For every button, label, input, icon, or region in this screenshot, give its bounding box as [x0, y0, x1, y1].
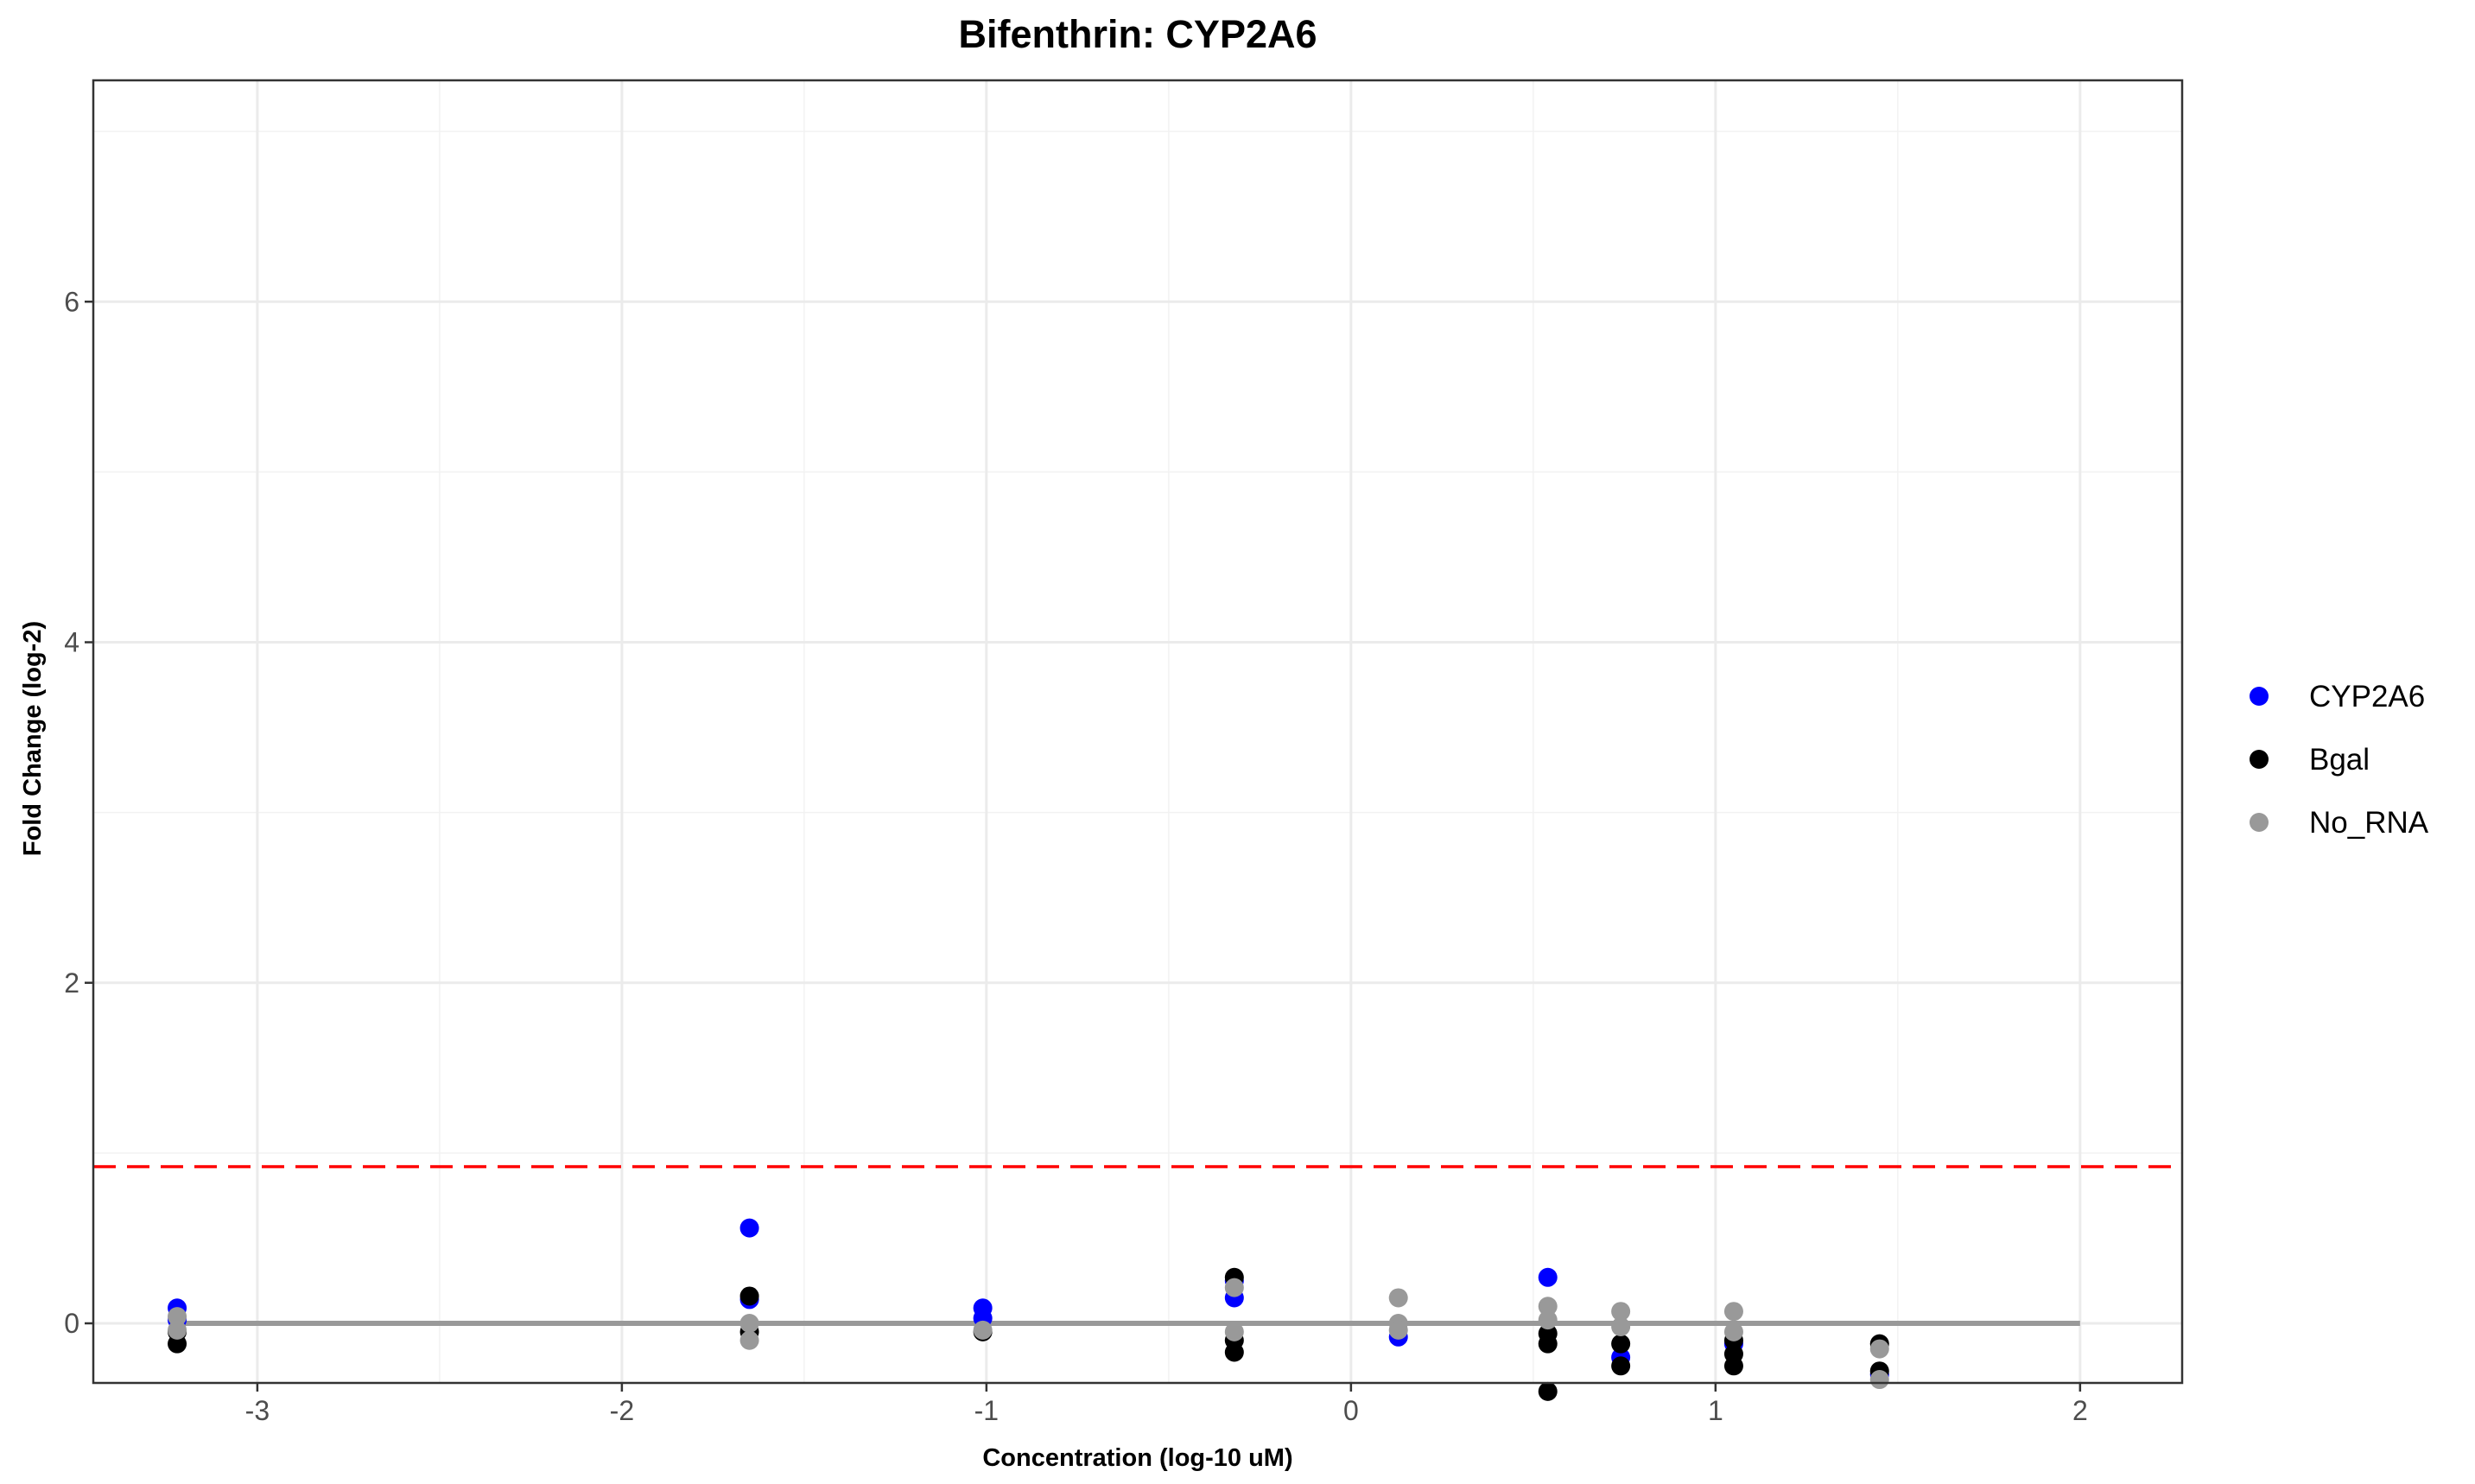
legend-label: Bgal [2309, 743, 2370, 777]
legend-item-bgal: Bgal [2250, 743, 2370, 777]
x-tick-label: 2 [2072, 1395, 2088, 1426]
legend-swatch [2250, 687, 2269, 706]
y-tick-label: 6 [64, 286, 79, 317]
data-point [1388, 1288, 1408, 1308]
series-no_rna [168, 1278, 1889, 1390]
legend-swatch [2250, 813, 2269, 832]
data-point [1611, 1356, 1631, 1376]
legend-item-cyp2a6: CYP2A6 [2250, 680, 2425, 713]
data-point [973, 1320, 993, 1340]
series-cyp2a6 [168, 1218, 1889, 1385]
series-bgal [168, 1267, 1889, 1401]
data-point [1538, 1267, 1558, 1287]
data-point [739, 1330, 759, 1350]
y-axis-title: Fold Change (log-2) [19, 621, 47, 856]
data-point [1723, 1302, 1743, 1322]
axes: -3 -2 -1 0 1 2 0 2 4 6 [64, 286, 2088, 1426]
data-point [1538, 1310, 1558, 1330]
legend-swatch [2250, 750, 2269, 769]
data-point [1611, 1302, 1631, 1322]
data-point [739, 1314, 759, 1334]
legend: CYP2A6 Bgal No_RNA [2250, 680, 2429, 840]
data-point [1869, 1339, 1889, 1359]
data-point [1611, 1334, 1631, 1354]
x-tick-label: -2 [610, 1395, 634, 1426]
x-tick-label: -1 [974, 1395, 999, 1426]
y-tick-label: 0 [64, 1308, 79, 1339]
legend-label: CYP2A6 [2309, 680, 2425, 713]
data-point [739, 1286, 759, 1306]
data-point [1538, 1297, 1558, 1316]
x-tick-label: -3 [245, 1395, 270, 1426]
data-point [1723, 1322, 1743, 1341]
legend-item-no_rna: No_RNA [2250, 806, 2429, 840]
data-point [168, 1307, 187, 1327]
data-points [168, 1218, 1889, 1401]
y-tick-label: 4 [64, 627, 79, 658]
x-tick-label: 0 [1343, 1395, 1359, 1426]
legend-label: No_RNA [2309, 806, 2429, 840]
data-point [1869, 1370, 1889, 1390]
data-point [1538, 1323, 1558, 1343]
data-point [168, 1320, 187, 1340]
grid-lines [93, 80, 2182, 1383]
x-axis-title: Concentration (log-10 uM) [982, 1444, 1292, 1472]
data-point [1224, 1278, 1244, 1297]
y-tick-label: 2 [64, 967, 79, 999]
data-point [1224, 1322, 1244, 1341]
plot-panel-border [92, 79, 2184, 1385]
reference-lines [93, 1164, 2182, 1327]
data-point [1388, 1320, 1408, 1340]
chart-title: Bifenthrin: CYP2A6 [958, 12, 1317, 56]
data-point [1611, 1316, 1631, 1336]
data-point [1723, 1344, 1743, 1364]
x-tick-label: 1 [1708, 1395, 1723, 1426]
data-point [1538, 1381, 1558, 1401]
data-point [739, 1218, 759, 1238]
